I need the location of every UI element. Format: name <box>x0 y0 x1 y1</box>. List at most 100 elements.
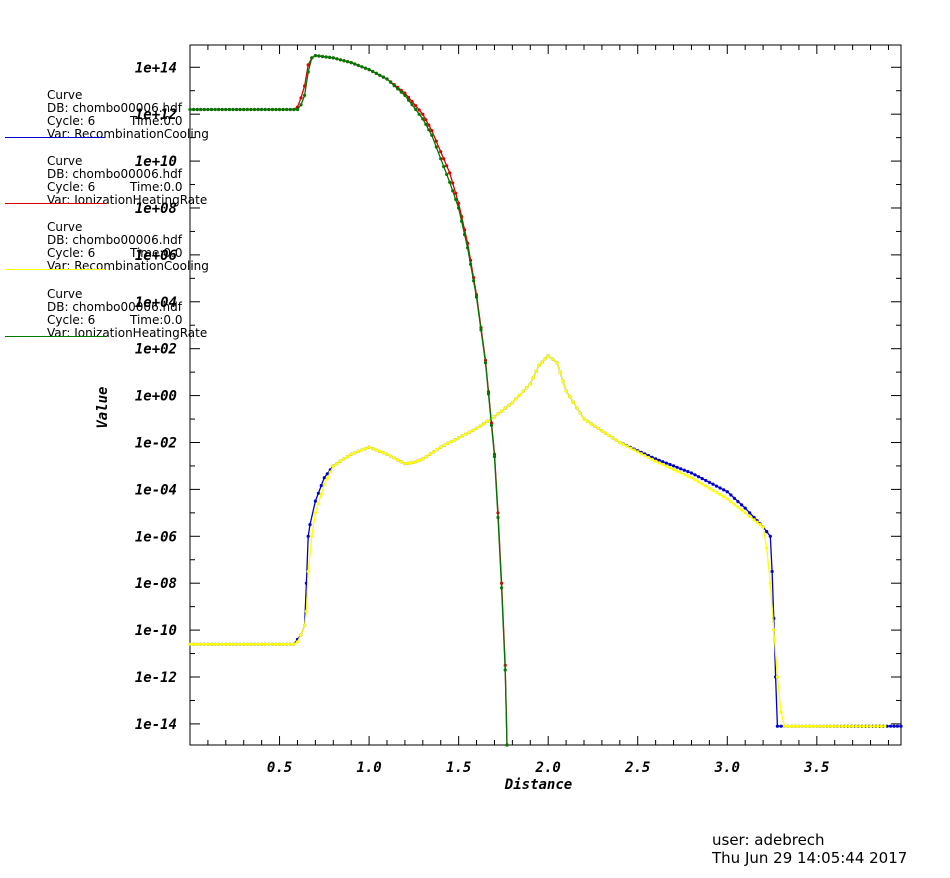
series-point <box>765 530 769 534</box>
series-point <box>403 462 407 466</box>
series-point <box>732 502 737 506</box>
y-tick-label: 1e+02 <box>135 342 177 358</box>
series-point <box>342 59 346 63</box>
series-point <box>492 415 497 419</box>
y-tick-label: 1e+12 <box>135 107 177 123</box>
y-tick-label: 1e-06 <box>135 529 177 545</box>
series-point <box>421 457 425 461</box>
series-point <box>668 462 672 467</box>
legend-var-label: Var: RecombinationCooling <box>47 259 209 273</box>
series-point <box>797 724 801 728</box>
series-point <box>308 523 312 527</box>
legend-curve-label: Curve <box>47 88 83 102</box>
series-point <box>288 107 292 112</box>
series-point <box>451 181 455 185</box>
series-point <box>188 642 192 646</box>
series-point <box>693 473 697 477</box>
series-point <box>274 107 278 112</box>
series-point <box>299 103 303 107</box>
series-point <box>374 71 378 75</box>
series-point <box>869 724 873 728</box>
series-point <box>310 534 314 538</box>
series-point <box>661 462 665 467</box>
series-point <box>209 107 214 112</box>
series-point <box>389 454 393 458</box>
series-point <box>217 642 221 646</box>
series-point <box>292 642 296 646</box>
series-point <box>510 401 514 405</box>
series-point <box>589 422 593 426</box>
series-point <box>682 472 686 476</box>
series-point <box>469 262 473 266</box>
series-point <box>689 471 694 475</box>
series-point <box>779 710 783 714</box>
y-tick-label: 1e-12 <box>135 670 177 686</box>
series-point <box>353 62 357 66</box>
series-point <box>822 724 826 728</box>
series-point <box>632 448 636 452</box>
series-line <box>190 354 901 727</box>
series-point <box>331 464 335 468</box>
series-point <box>406 461 410 465</box>
legend-db-label: DB: chombo00006.hdf <box>47 167 182 181</box>
series-point <box>793 724 797 728</box>
series-point <box>664 464 669 468</box>
series-point <box>879 724 883 728</box>
legend-time-label: Time:0.0 <box>130 114 183 128</box>
series-point <box>811 724 815 728</box>
series-point <box>220 642 224 646</box>
series-point <box>460 219 464 223</box>
series-point <box>396 458 400 462</box>
series-point <box>707 486 712 490</box>
legend-cycle-label: Cycle: 6 <box>47 313 96 327</box>
series-point <box>346 455 350 459</box>
series-point <box>765 546 769 550</box>
y-axis-label: Value <box>95 387 111 429</box>
series-point <box>668 466 672 470</box>
series-point <box>496 515 500 520</box>
series-point <box>689 476 694 480</box>
series-point <box>783 724 787 728</box>
series-point <box>249 642 253 646</box>
series-point <box>775 724 780 728</box>
series-point <box>693 478 697 482</box>
series-point <box>338 459 342 463</box>
series-point <box>195 107 199 112</box>
series-point <box>714 490 719 494</box>
y-tick-label: 1e+06 <box>135 248 177 264</box>
series-point <box>707 480 712 484</box>
y-tick-label: 1e-14 <box>135 717 177 733</box>
series-point <box>242 642 246 646</box>
series-point <box>478 424 482 428</box>
series-point <box>328 470 332 474</box>
series-point <box>414 107 418 112</box>
series-point <box>752 518 756 522</box>
series-point <box>755 520 759 524</box>
series-point <box>639 452 643 456</box>
series-point <box>371 447 375 451</box>
series-line <box>190 54 508 745</box>
series-point <box>399 460 403 464</box>
series-point <box>540 360 544 364</box>
series-point <box>192 642 196 646</box>
series-point <box>263 642 267 646</box>
series-point <box>561 379 565 384</box>
series-point <box>758 523 762 527</box>
series-point <box>451 189 455 193</box>
series-point <box>472 279 476 283</box>
series-point <box>525 386 529 390</box>
series-point <box>260 107 264 112</box>
series-point <box>238 107 242 112</box>
series-point <box>558 370 562 374</box>
series-point <box>414 104 418 108</box>
series-point <box>202 107 206 112</box>
series-point <box>492 455 497 459</box>
series-point <box>895 724 900 728</box>
series-point <box>446 441 450 445</box>
series-point <box>317 54 321 58</box>
series-point <box>740 508 744 512</box>
series-point <box>818 724 823 728</box>
series-point <box>439 445 443 449</box>
legend-db-label: DB: chombo00006.hdf <box>47 233 182 247</box>
series-point <box>192 107 196 112</box>
